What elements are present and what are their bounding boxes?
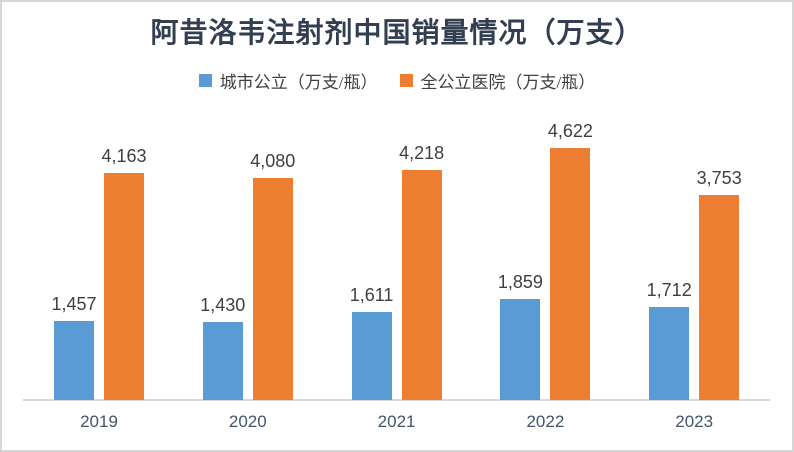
- legend-item-all-public-hospitals: 全公立医院（万支/瓶）: [399, 68, 596, 93]
- bar-city-public-2022: [500, 299, 541, 400]
- value-label-city-public-2023: 1,712: [646, 280, 692, 300]
- legend-item-city-public: 城市公立（万支/瓶）: [198, 68, 378, 93]
- bar-all-public-hospitals-2021: [401, 170, 442, 400]
- legend-swatch-city-public-icon: [198, 74, 212, 87]
- x-axis-label-2020: 2020: [228, 412, 267, 431]
- value-label-city-public-2020: 1,430: [200, 295, 246, 315]
- bar-city-public-2023: [649, 307, 690, 400]
- bar-city-public-2019: [54, 321, 94, 400]
- legend-label-all-public-hospitals: 全公立医院（万支/瓶）: [420, 73, 596, 92]
- value-label-all-public-hospitals-2023: 3,753: [696, 168, 742, 188]
- legend-swatch-all-public-hospitals-icon: [399, 74, 413, 87]
- chart-title: 阿昔洛韦注射剂中国销量情况（万支）: [150, 18, 644, 49]
- x-axis-line: [23, 399, 770, 401]
- value-label-all-public-hospitals-2022: 4,622: [547, 121, 593, 141]
- value-label-city-public-2019: 1,457: [51, 294, 97, 314]
- bar-city-public-2020: [202, 322, 243, 400]
- legend-label-city-public: 城市公立（万支/瓶）: [219, 73, 378, 92]
- x-axis-label-2023: 2023: [675, 412, 714, 431]
- legend: 城市公立（万支/瓶） 全公立医院（万支/瓶）: [2, 68, 792, 93]
- value-label-city-public-2021: 1,611: [349, 285, 394, 305]
- bar-all-public-hospitals-2019: [104, 173, 144, 400]
- x-axis-label-2019: 2019: [80, 412, 118, 431]
- value-label-all-public-hospitals-2021: 4,218: [399, 143, 445, 163]
- bar-all-public-hospitals-2020: [252, 178, 293, 400]
- bar-city-public-2021: [351, 312, 392, 400]
- value-label-all-public-hospitals-2019: 4,163: [101, 146, 147, 166]
- bar-all-public-hospitals-2022: [550, 148, 591, 400]
- x-axis-label-2021: 2021: [377, 412, 416, 431]
- value-label-all-public-hospitals-2020: 4,080: [250, 151, 296, 171]
- bar-all-public-hospitals-2023: [699, 195, 740, 400]
- x-axis-label-2022: 2022: [526, 412, 565, 431]
- value-label-city-public-2022: 1,859: [497, 272, 543, 292]
